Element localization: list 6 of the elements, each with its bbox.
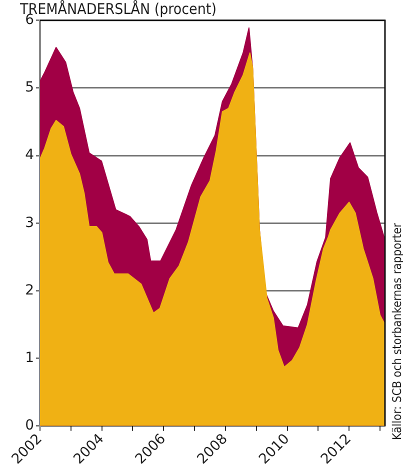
- y-tick-label: 1: [25, 350, 34, 366]
- y-tick-label: 2: [25, 282, 34, 298]
- y-tick-label: 3: [25, 214, 34, 231]
- y-tick-label: 5: [25, 80, 34, 96]
- y-tick-label: 0: [25, 418, 34, 434]
- y-tick-label: 4: [25, 147, 34, 164]
